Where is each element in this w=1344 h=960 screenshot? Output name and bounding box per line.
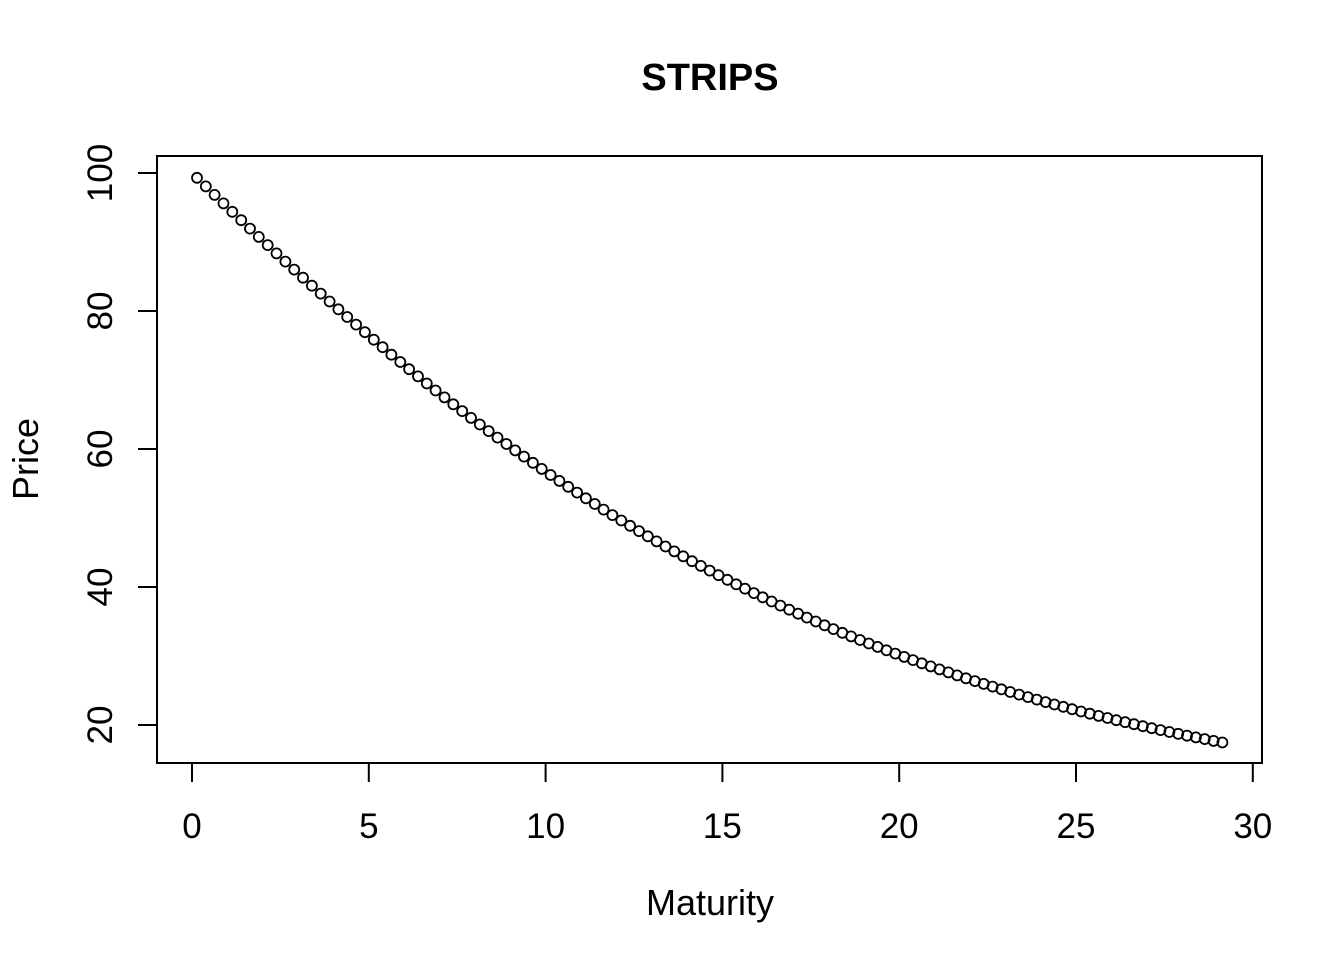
data-point	[668, 545, 681, 558]
x-tick-label: 0	[182, 807, 201, 846]
data-point	[438, 391, 451, 404]
plot-box	[156, 155, 1263, 764]
y-tick-label: 100	[81, 144, 120, 202]
data-point	[1145, 722, 1158, 735]
x-tick-label: 5	[359, 807, 378, 846]
data-point	[226, 205, 239, 218]
x-tick-label: 10	[526, 807, 565, 846]
x-tick-label: 15	[703, 807, 742, 846]
data-point	[677, 550, 690, 563]
data-point	[527, 456, 539, 469]
data-point	[1163, 726, 1176, 738]
data-point	[482, 425, 495, 438]
data-point	[518, 450, 530, 463]
data-point	[191, 171, 203, 184]
data-point	[323, 295, 336, 308]
y-tick-label: 80	[81, 292, 120, 331]
y-axis-title: Price	[5, 418, 46, 500]
y-tick-label: 20	[81, 706, 120, 745]
data-point	[615, 514, 628, 527]
data-point	[385, 348, 398, 361]
data-point	[403, 363, 416, 376]
data-point	[580, 492, 592, 505]
y-tick-label: 40	[81, 568, 120, 607]
data-point	[314, 287, 327, 300]
data-point	[562, 480, 575, 493]
data-point	[279, 255, 292, 268]
data-point	[686, 555, 698, 568]
data-point	[509, 444, 522, 457]
data-point	[252, 230, 265, 243]
data-point	[456, 405, 469, 418]
data-point	[332, 303, 345, 316]
data-point	[305, 279, 318, 292]
data-point	[1207, 735, 1220, 747]
data-point	[553, 474, 566, 487]
data-point	[703, 564, 716, 577]
data-point	[288, 263, 301, 276]
data-point	[712, 569, 725, 582]
data-point	[429, 384, 442, 397]
data-point	[261, 239, 274, 252]
data-point	[217, 197, 230, 210]
data-point	[244, 222, 256, 235]
data-point	[199, 180, 212, 193]
data-point	[659, 540, 672, 553]
data-point	[650, 535, 663, 548]
data-point	[1190, 731, 1202, 744]
data-point	[367, 333, 380, 346]
data-point	[500, 438, 513, 450]
data-point	[633, 525, 645, 537]
data-point	[597, 503, 610, 516]
data-point	[394, 356, 407, 368]
data-point	[412, 370, 424, 383]
data-point	[694, 560, 707, 572]
data-point	[588, 498, 601, 510]
data-point	[606, 509, 619, 521]
y-axis-ticks: 20 40 60 80 100	[81, 144, 157, 745]
data-point	[641, 530, 654, 543]
x-axis-title: Maturity	[646, 882, 774, 923]
x-axis-ticks: 0 5 10 15 20 25 30	[182, 763, 1272, 846]
data-point	[491, 431, 504, 444]
data-point	[1172, 727, 1185, 740]
data-point	[465, 411, 477, 424]
x-tick-label: 30	[1233, 807, 1272, 846]
data-point	[297, 271, 309, 284]
data-point	[473, 418, 486, 431]
data-point	[624, 519, 636, 532]
data-point	[350, 318, 363, 331]
data-point	[270, 247, 283, 260]
data-point	[1216, 736, 1229, 749]
y-tick-label: 60	[81, 430, 120, 469]
data-point	[447, 398, 460, 411]
data-point	[544, 469, 557, 481]
x-tick-label: 25	[1057, 807, 1096, 846]
chart-title: STRIPS	[641, 57, 778, 99]
data-point	[571, 486, 583, 499]
data-point	[420, 377, 433, 390]
data-point	[208, 188, 221, 201]
data-point	[376, 341, 389, 354]
data-point	[358, 326, 371, 339]
scatter-points	[191, 171, 1229, 749]
data-point	[235, 214, 248, 227]
data-point	[535, 462, 548, 475]
x-tick-label: 20	[880, 807, 919, 846]
data-point	[341, 311, 354, 323]
